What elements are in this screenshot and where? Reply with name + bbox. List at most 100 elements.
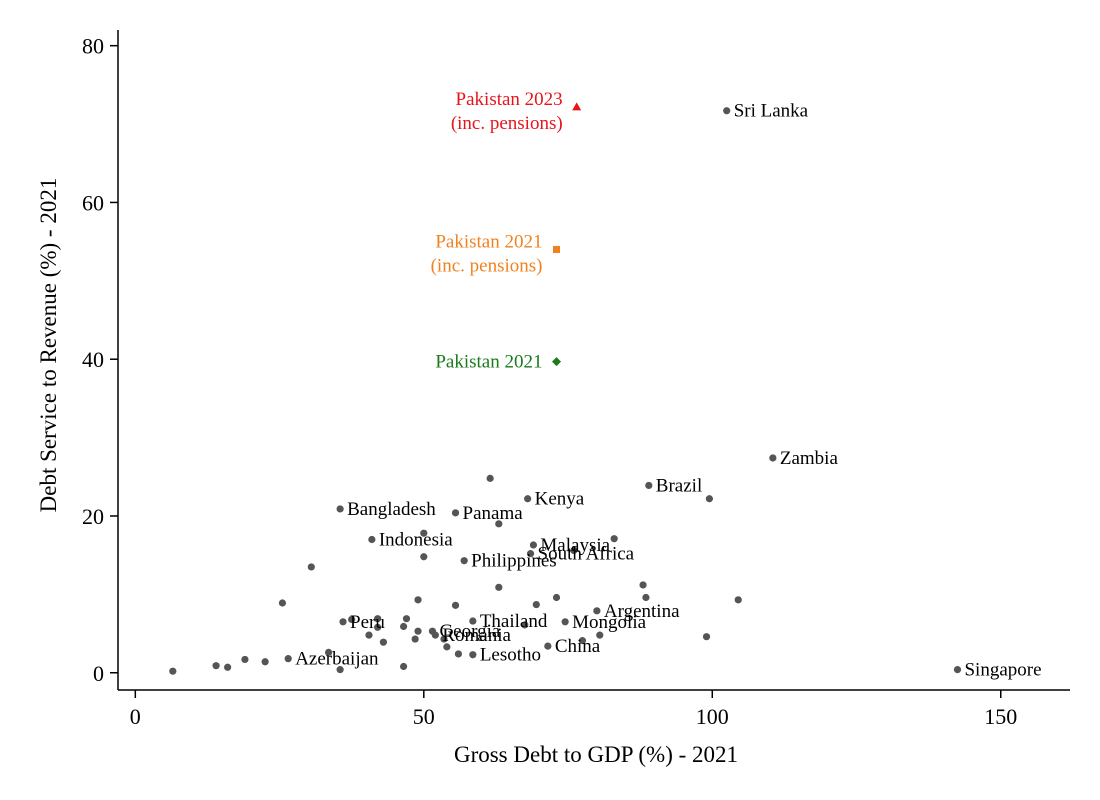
y-tick-label: 40 xyxy=(82,347,104,372)
data-point xyxy=(953,666,962,674)
data-point xyxy=(524,495,532,503)
data-point xyxy=(723,107,731,115)
data-point xyxy=(596,631,604,639)
point-label: Panama xyxy=(463,503,524,524)
point-label: Sri Lanka xyxy=(734,101,809,122)
data-point xyxy=(486,474,494,482)
data-point xyxy=(521,621,529,629)
data-point xyxy=(469,651,477,659)
point-label: Singapore xyxy=(964,660,1041,681)
y-tick-label: 80 xyxy=(82,34,104,59)
point-label: Georgia xyxy=(439,621,500,642)
point-label: Argentina xyxy=(604,601,680,622)
highlight-label-line: (inc. pensions) xyxy=(451,113,563,134)
point-label: Mongolia xyxy=(572,612,646,633)
point-label: Zambia xyxy=(780,448,839,469)
point-label: Malaysia xyxy=(540,535,610,556)
point-label: Philippines xyxy=(471,551,557,572)
data-point xyxy=(336,666,344,674)
data-point xyxy=(593,607,601,615)
data-point xyxy=(368,535,376,544)
axes: 0 20 40 60 80 0 50 100 150 xyxy=(82,30,1070,729)
data-point xyxy=(431,631,439,639)
data-points xyxy=(169,102,962,675)
x-tick-label: 50 xyxy=(413,704,435,729)
point-label: Thailand xyxy=(480,611,548,632)
data-point xyxy=(705,495,713,503)
data-point xyxy=(339,618,347,626)
data-point xyxy=(212,662,220,670)
highlight-label: Pakistan 2023 (inc. pensions) xyxy=(451,89,563,134)
highlight-label-line: Pakistan 2023 xyxy=(456,89,563,110)
x-tick-label: 100 xyxy=(696,704,729,729)
data-point xyxy=(529,541,538,549)
data-point xyxy=(639,581,647,589)
point-label: Lesotho xyxy=(480,645,541,666)
x-axis-title: Gross Debt to GDP (%) - 2021 xyxy=(454,742,738,767)
highlight-label-line: Pakistan 2021 xyxy=(435,231,542,252)
highlight-point-triangle xyxy=(572,102,582,111)
data-point xyxy=(570,546,578,555)
highlight-point-diamond xyxy=(551,357,561,367)
data-point xyxy=(769,454,777,462)
data-point xyxy=(454,650,463,658)
x-tick-label: 0 xyxy=(130,704,141,729)
data-point xyxy=(241,655,249,664)
point-label: Brazil xyxy=(656,475,702,496)
point-labels: Azerbaijan Bangladesh Peru Indonesia Georgia… xyxy=(295,89,1041,681)
data-point xyxy=(645,481,653,490)
data-point xyxy=(610,535,618,543)
data-point xyxy=(261,658,269,666)
data-point xyxy=(374,615,382,623)
data-point xyxy=(284,655,292,663)
data-point xyxy=(400,622,408,631)
data-point xyxy=(379,638,388,646)
data-point xyxy=(414,627,422,635)
data-point xyxy=(702,633,711,641)
y-tick-label: 20 xyxy=(82,504,104,529)
data-point xyxy=(734,596,742,604)
point-label: Peru xyxy=(350,612,385,633)
point-label: China xyxy=(555,636,601,657)
data-point xyxy=(495,583,503,591)
highlight-label-line: (inc. pensions) xyxy=(431,255,543,276)
data-point xyxy=(324,648,333,656)
data-point xyxy=(278,599,287,607)
data-point xyxy=(224,663,232,671)
data-point xyxy=(578,637,587,645)
y-tick-label: 60 xyxy=(82,190,104,215)
highlight-label: Pakistan 2021 (inc. pensions) xyxy=(431,231,543,276)
data-point xyxy=(544,642,552,650)
data-point xyxy=(532,600,540,609)
data-point xyxy=(552,593,561,602)
data-point xyxy=(414,596,422,604)
data-point xyxy=(336,505,344,513)
x-tick-label: 150 xyxy=(984,704,1017,729)
data-point xyxy=(526,550,535,558)
data-point xyxy=(460,557,468,565)
data-point xyxy=(642,593,650,602)
data-point xyxy=(420,529,428,537)
data-point xyxy=(451,601,460,609)
point-label: South Africa xyxy=(538,544,635,565)
data-point xyxy=(411,635,419,643)
highlight-point-square xyxy=(552,245,560,253)
data-point xyxy=(495,520,503,528)
data-point xyxy=(420,553,428,561)
data-point xyxy=(307,563,315,571)
data-point xyxy=(561,618,569,626)
data-point xyxy=(469,617,477,625)
data-point xyxy=(451,509,460,517)
data-point xyxy=(440,635,448,643)
highlight-label-line: Pakistan 2021 xyxy=(435,352,542,373)
data-point xyxy=(169,667,177,675)
data-point xyxy=(374,623,382,631)
data-point xyxy=(400,662,408,671)
y-axis-title: Debt Service to Revenue (%) - 2021 xyxy=(36,178,61,513)
point-label: Indonesia xyxy=(379,530,453,551)
highlight-label: Pakistan 2021 xyxy=(435,352,542,373)
point-label: Bangladesh xyxy=(347,499,436,520)
point-label: Azerbaijan xyxy=(295,649,379,670)
data-point xyxy=(402,615,411,623)
